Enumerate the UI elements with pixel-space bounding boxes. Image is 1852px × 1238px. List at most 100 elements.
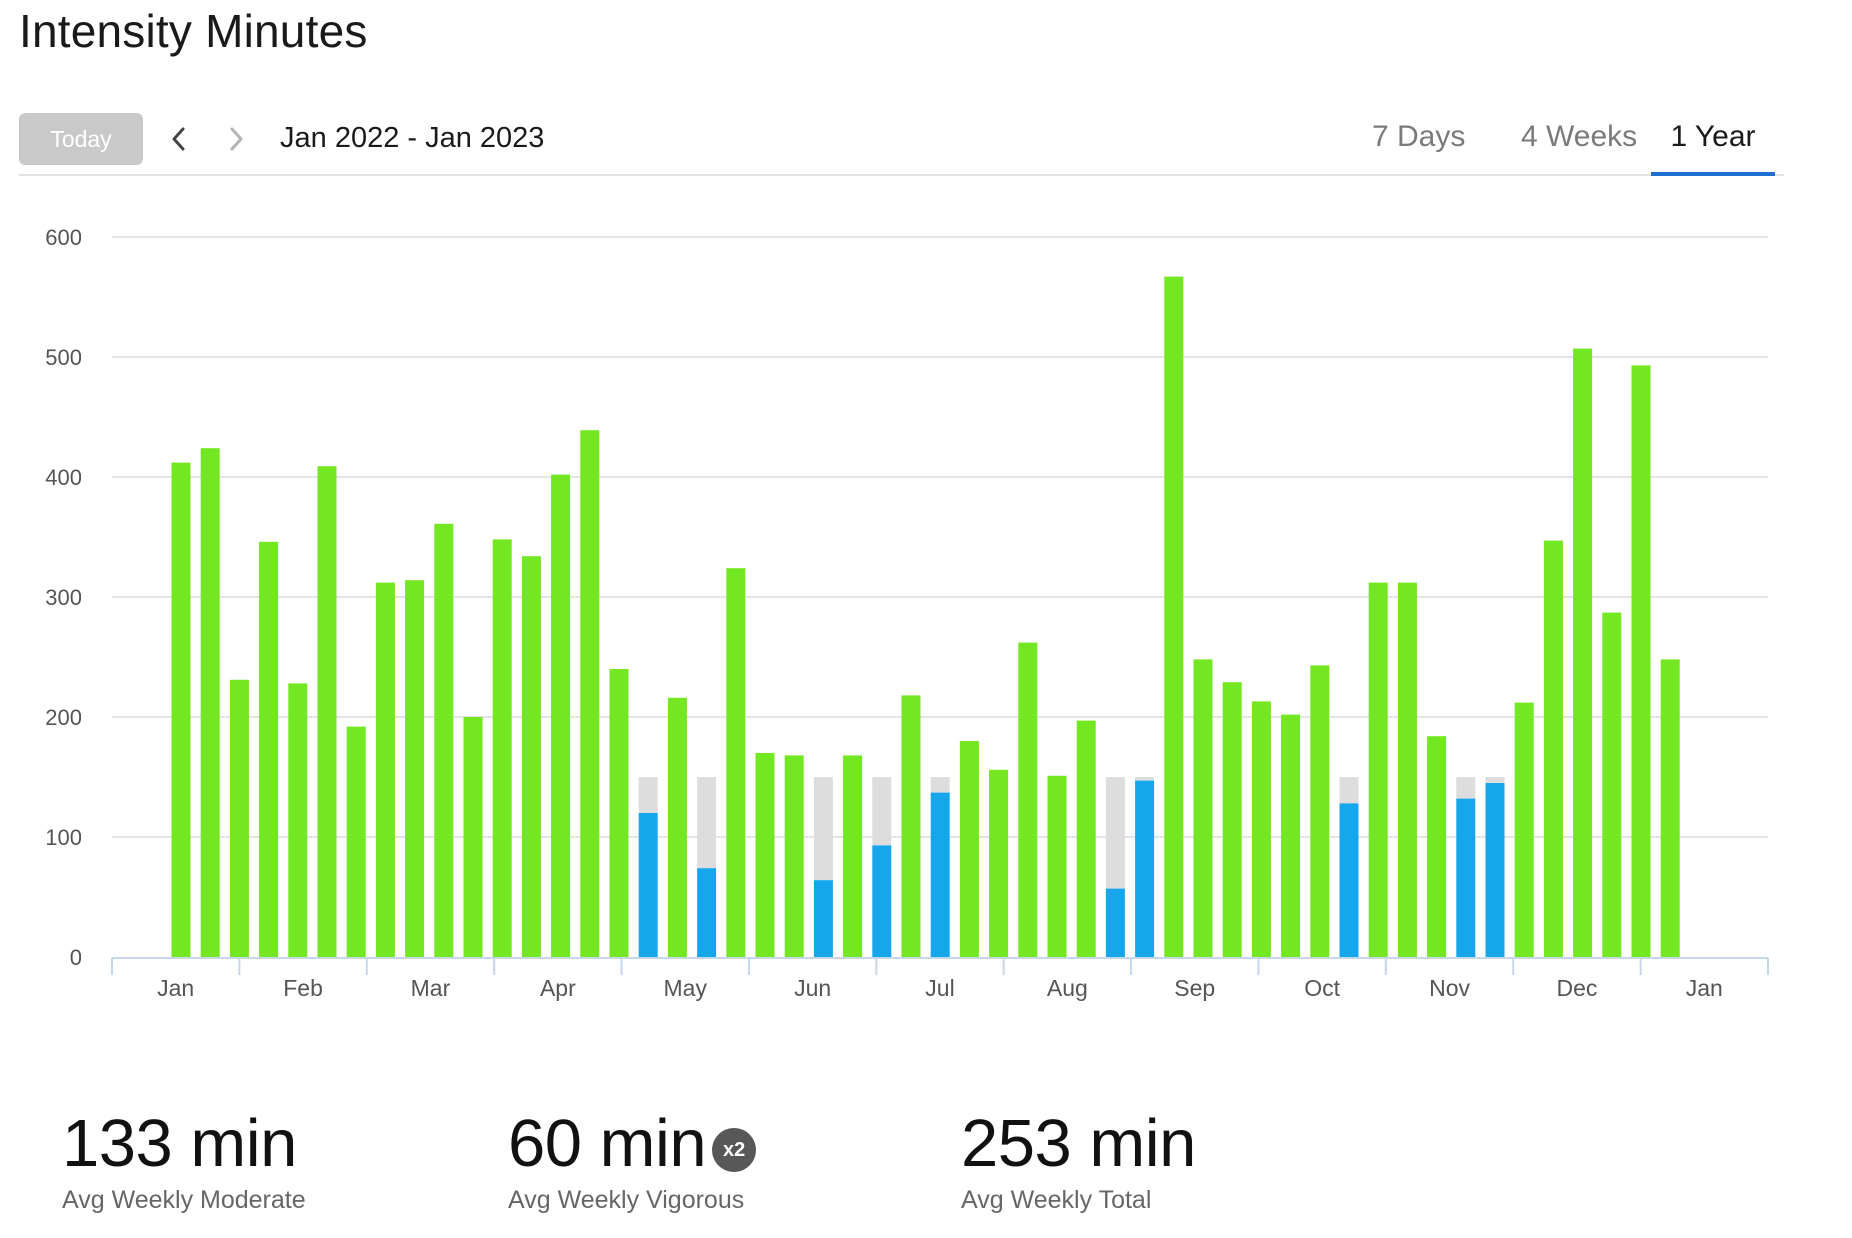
week-bar-below-goal (930, 792, 950, 957)
week-bar-goal-met (1164, 276, 1184, 958)
week-bar-goal-met (1631, 365, 1651, 957)
y-tick-label: 400 (45, 465, 82, 490)
tab-4-weeks[interactable]: 4 Weeks (1521, 120, 1638, 153)
week-bar-goal-met (1427, 736, 1447, 957)
week-bar-goal-met (901, 695, 921, 957)
week-bar-goal-met (667, 697, 687, 957)
week-bar-goal-met (200, 448, 220, 957)
stat-label: Avg Weekly Total (961, 1186, 1152, 1214)
week-bar-goal-met (229, 679, 249, 957)
week-bar-goal-met (171, 462, 191, 957)
stat-avg-total: 253 min Avg Weekly Total (961, 1105, 1196, 1215)
week-bar-goal-met (726, 568, 746, 957)
chevron-left-icon[interactable] (157, 116, 201, 162)
week-bar-goal-met (1660, 659, 1680, 957)
week-bar-below-goal (638, 813, 658, 957)
x-tick-label: Sep (1174, 975, 1215, 1001)
chevron-right-icon[interactable] (215, 116, 259, 162)
week-bar-goal-met (1251, 701, 1271, 957)
week-bar-goal-met (521, 556, 541, 957)
week-bar-goal-met (843, 755, 863, 957)
stat-avg-vigorous: 60 min x2 Avg Weekly Vigorous (508, 1105, 757, 1215)
stat-label: Avg Weekly Vigorous (508, 1186, 745, 1214)
week-bar-goal-met (1222, 682, 1242, 957)
x-tick-label: Jan (157, 975, 194, 1001)
y-tick-label: 600 (45, 225, 82, 250)
week-bar-goal-met (346, 726, 366, 957)
week-bar-goal-met (463, 717, 483, 957)
y-tick-label: 0 (70, 945, 82, 970)
week-bar-goal-met (405, 580, 425, 957)
stat-avg-moderate: 133 min Avg Weekly Moderate (62, 1105, 306, 1215)
goal-remainder-bar (813, 777, 833, 881)
goal-remainder-bar (1339, 777, 1359, 804)
week-bar-goal-met (1047, 775, 1067, 957)
x-tick-label: May (664, 975, 708, 1001)
week-bar-goal-met (784, 755, 804, 957)
x-tick-label: Jul (925, 975, 954, 1001)
x-tick-label: Oct (1304, 975, 1340, 1001)
week-bar-goal-met (1310, 665, 1330, 957)
week-bar-below-goal (697, 868, 717, 957)
week-bar-goal-met (609, 669, 629, 957)
stat-value: 253 min (961, 1106, 1196, 1181)
y-tick-label: 300 (45, 585, 82, 610)
week-bar-goal-met (434, 523, 454, 957)
week-bar-goal-met (1397, 582, 1417, 957)
date-range-label: Jan 2022 - Jan 2023 (280, 122, 545, 154)
goal-remainder-bar (930, 777, 950, 793)
goal-remainder-bar (1456, 777, 1476, 799)
x-tick-label: Jan (1686, 975, 1723, 1001)
week-bar-goal-met (259, 541, 279, 957)
week-bar-goal-met (375, 582, 395, 957)
week-bar-below-goal (813, 880, 833, 957)
stat-value: 60 min x2 (508, 1105, 757, 1182)
week-bar-below-goal (872, 845, 892, 957)
week-bar-goal-met (1514, 702, 1534, 957)
week-bar-goal-met (989, 769, 1009, 957)
week-bar-goal-met (1018, 642, 1038, 957)
week-bar-goal-met (1602, 612, 1622, 957)
tab-7-days[interactable]: 7 Days (1372, 120, 1466, 153)
week-bar-goal-met (288, 683, 308, 957)
week-bar-goal-met (959, 741, 979, 957)
stat-value: 133 min (62, 1106, 297, 1181)
goal-remainder-bar (1105, 777, 1125, 889)
week-bar-below-goal (1339, 803, 1359, 957)
y-tick-label: 200 (45, 705, 82, 730)
week-bar-goal-met (1281, 714, 1301, 957)
week-bar-goal-met (1543, 540, 1563, 957)
week-bar-goal-met (1368, 582, 1388, 957)
stat-value-text: 60 min (508, 1106, 707, 1181)
week-bar-below-goal (1135, 780, 1155, 957)
x-tick-label: Jun (794, 975, 831, 1001)
week-bar-goal-met (551, 474, 571, 957)
x-tick-label: Mar (411, 975, 451, 1001)
page-title: Intensity Minutes (19, 5, 368, 57)
x-tick-label: Apr (540, 975, 576, 1001)
week-bar-goal-met (1573, 348, 1593, 958)
stat-label: Avg Weekly Moderate (62, 1186, 306, 1214)
week-bar-goal-met (580, 430, 600, 957)
today-button[interactable]: Today (19, 113, 143, 165)
x-tick-label: Aug (1047, 975, 1088, 1001)
week-bar-goal-met (492, 539, 512, 957)
x-tick-label: Nov (1429, 975, 1470, 1001)
week-bar-goal-met (317, 466, 337, 957)
x-tick-label: Feb (283, 975, 323, 1001)
goal-remainder-bar (872, 777, 892, 846)
week-bar-below-goal (1105, 888, 1125, 957)
goal-remainder-bar (1135, 777, 1155, 781)
date-toolbar: Today Jan 2022 - Jan 2023 7 Days 4 Weeks… (19, 112, 1784, 176)
week-bar-below-goal (1485, 783, 1505, 957)
x-tick-label: Dec (1556, 975, 1597, 1001)
multiplier-badge: x2 (712, 1128, 757, 1172)
y-tick-label: 500 (45, 345, 82, 370)
tab-1-year[interactable]: 1 Year (1651, 120, 1775, 176)
week-bar-goal-met (1193, 659, 1213, 957)
goal-remainder-bar (638, 777, 658, 813)
week-bar-goal-met (1076, 720, 1096, 957)
intensity-minutes-chart: 0 100 200 300 400 500 600 Jan Feb Mar Apr May Jun Jul… (45, 225, 1769, 1001)
goal-remainder-bar (1485, 777, 1505, 783)
week-bar-below-goal (1456, 798, 1476, 957)
